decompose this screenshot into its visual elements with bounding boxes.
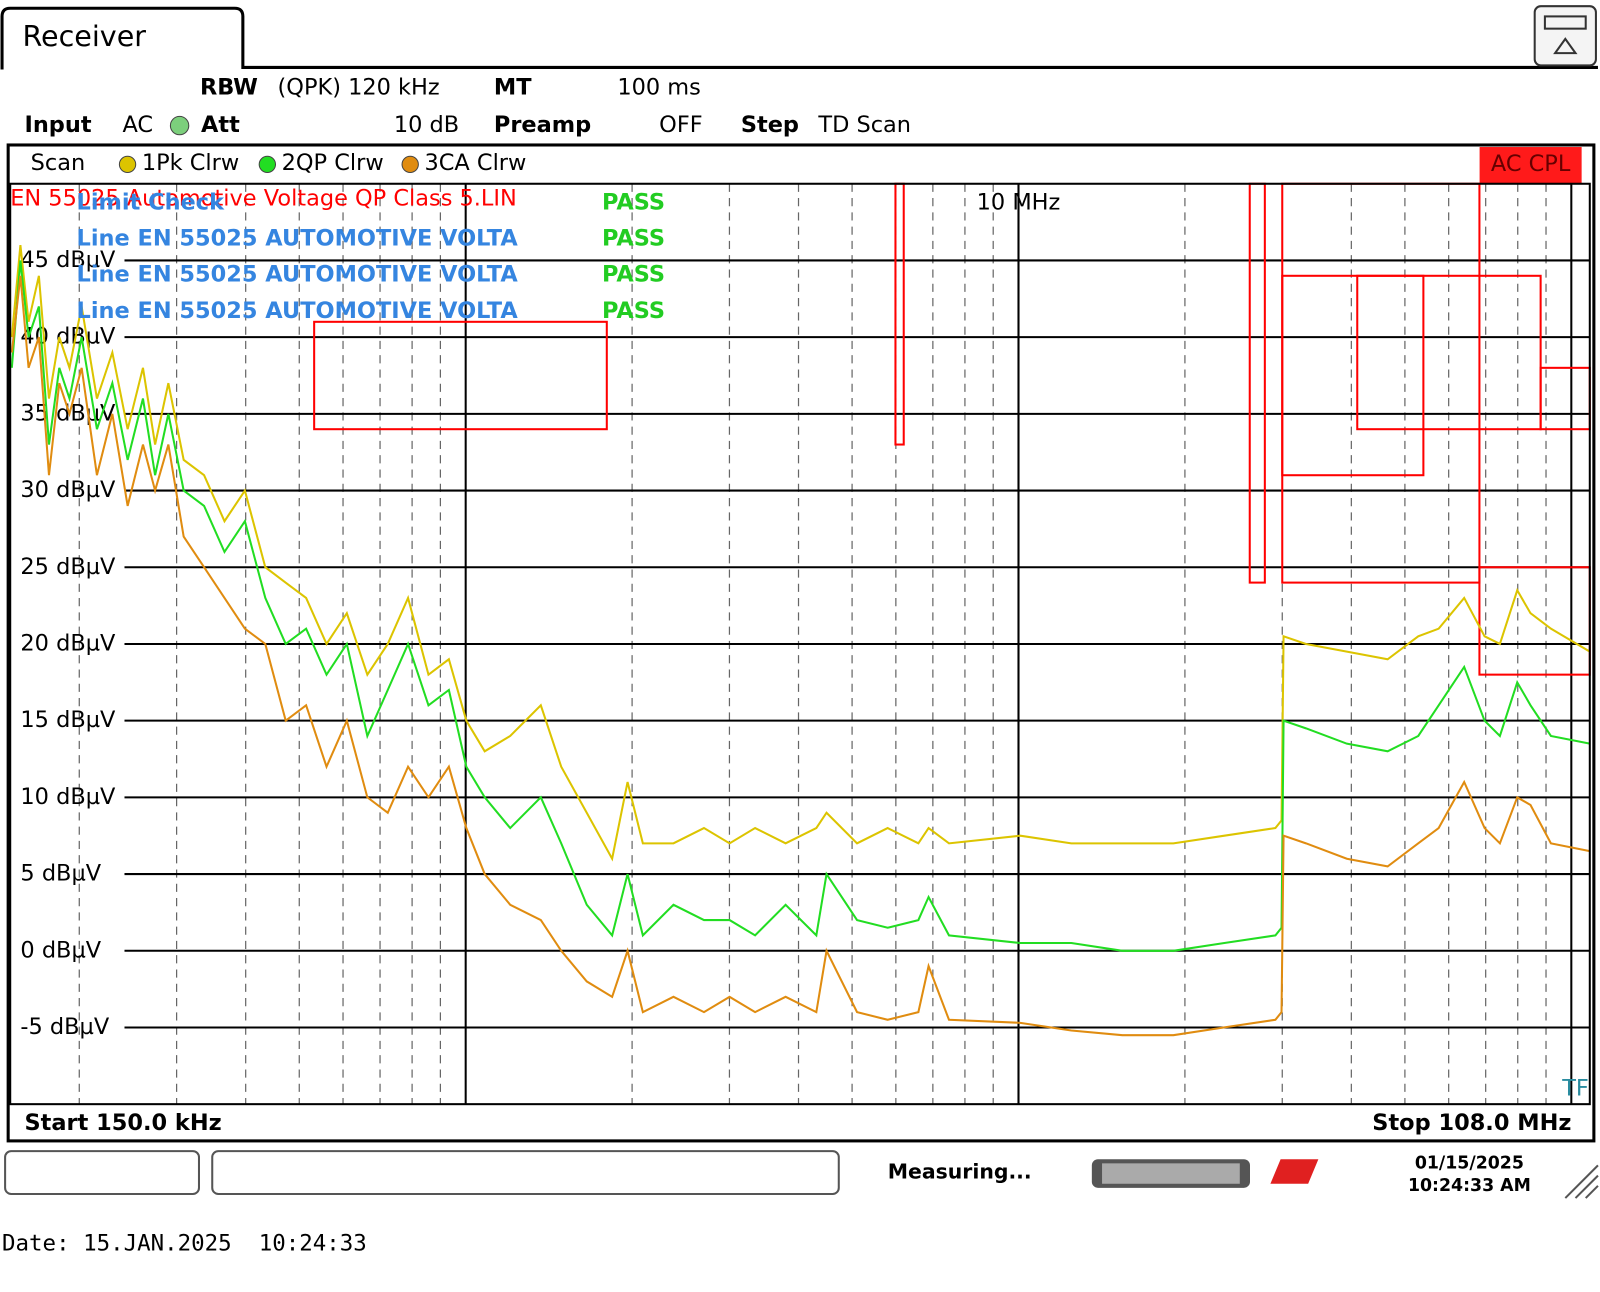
y-tick-label: 0 dBµV <box>20 937 101 963</box>
limit-line <box>1281 182 1481 584</box>
limit-line <box>1281 274 1425 477</box>
limit-line <box>1248 182 1266 584</box>
status-time: 10:24:33 AM <box>1408 1176 1531 1196</box>
legend-label: 3CA Clrw <box>424 150 526 176</box>
tab-outline <box>0 6 1598 70</box>
footer-date: Date: 15.JAN.2025 10:24:33 <box>2 1230 367 1256</box>
limit-line-result: PASS <box>602 262 665 288</box>
limit-line-name: Line EN 55025 AUTOMOTIVE VOLTA <box>77 298 519 324</box>
trace <box>10 260 1590 952</box>
setting-label: MT <box>494 74 532 100</box>
coupling-label: AC CPL <box>1491 151 1571 177</box>
y-tick-label: 45 dBµV <box>20 247 116 273</box>
icon-part <box>1553 37 1578 55</box>
input-indicator <box>169 115 190 136</box>
setting-label: Preamp <box>494 112 591 138</box>
legend-label: 2QP Clrw <box>282 150 384 176</box>
start-label: Start 150.0 kHz <box>24 1110 221 1136</box>
limit-check-title: Limit Check <box>77 190 226 216</box>
progress-fill <box>1102 1163 1240 1184</box>
limit-line-name: Line EN 55025 AUTOMOTIVE VOLTA <box>77 225 519 251</box>
coupling-badge <box>1479 147 1582 184</box>
setting-label: Step <box>741 112 799 138</box>
y-tick-label: 30 dBµV <box>20 477 116 503</box>
toolbar-icon[interactable] <box>1533 5 1597 67</box>
y-tick-label: 25 dBµV <box>20 554 116 580</box>
trace <box>10 244 1590 862</box>
limit-line <box>1478 566 1591 676</box>
limit-line-result: PASS <box>602 225 665 251</box>
limit-line-name: Line EN 55025 AUTOMOTIVE VOLTA <box>77 262 519 288</box>
x-tick-label: 10 MHz <box>977 190 1061 216</box>
plot-frame <box>6 143 1596 1143</box>
setting-value: TD Scan <box>817 112 911 138</box>
setting-value: 10 dB <box>394 112 459 138</box>
setting-value: 100 ms <box>617 74 701 100</box>
scan-label: Scan <box>31 150 86 176</box>
y-tick-label: 20 dBµV <box>20 630 116 656</box>
setting-value: OFF <box>659 112 702 138</box>
y-tick-label: 15 dBµV <box>20 707 116 733</box>
stop-label: Stop 108.0 MHz <box>1372 1110 1571 1136</box>
status-date: 01/15/2025 <box>1415 1153 1524 1173</box>
icon-part <box>1543 15 1587 30</box>
setting-label: RBW <box>200 74 258 100</box>
y-tick-label: -5 dBµV <box>20 1014 109 1040</box>
legend-swatch <box>401 155 419 174</box>
setting-label: Input <box>24 112 91 138</box>
trace <box>10 275 1590 1037</box>
setting-value: (QPK) 120 kHz <box>278 74 440 100</box>
legend-label: 1Pk Clrw <box>142 150 239 176</box>
legend-swatch <box>258 155 277 174</box>
lxi-logo <box>1270 1159 1319 1184</box>
tab-title[interactable]: Receiver <box>22 19 146 53</box>
plot-area <box>9 182 1591 1106</box>
y-tick-label: 5 dBµV <box>20 861 101 887</box>
marker-label: TF <box>1561 1075 1589 1101</box>
legend-swatch <box>118 155 137 174</box>
setting-label: Att <box>201 112 240 138</box>
limit-line <box>894 182 905 446</box>
input-field[interactable] <box>211 1150 840 1195</box>
limit-check-result: PASS <box>602 190 665 216</box>
y-tick-label: 10 dBµV <box>20 784 116 810</box>
setting-value: AC <box>122 112 153 138</box>
limit-line <box>313 320 608 431</box>
softkey[interactable] <box>4 1150 200 1195</box>
limit-line <box>1539 366 1591 431</box>
status-text: Measuring... <box>888 1160 1032 1184</box>
limit-line <box>1356 274 1542 431</box>
limit-name: EN 55025 Automotive Voltage QP Class 5.L… <box>10 186 517 212</box>
resize-grip <box>1564 1164 1599 1199</box>
limit-line-result: PASS <box>602 298 665 324</box>
y-tick-label: 40 dBµV <box>20 324 116 350</box>
